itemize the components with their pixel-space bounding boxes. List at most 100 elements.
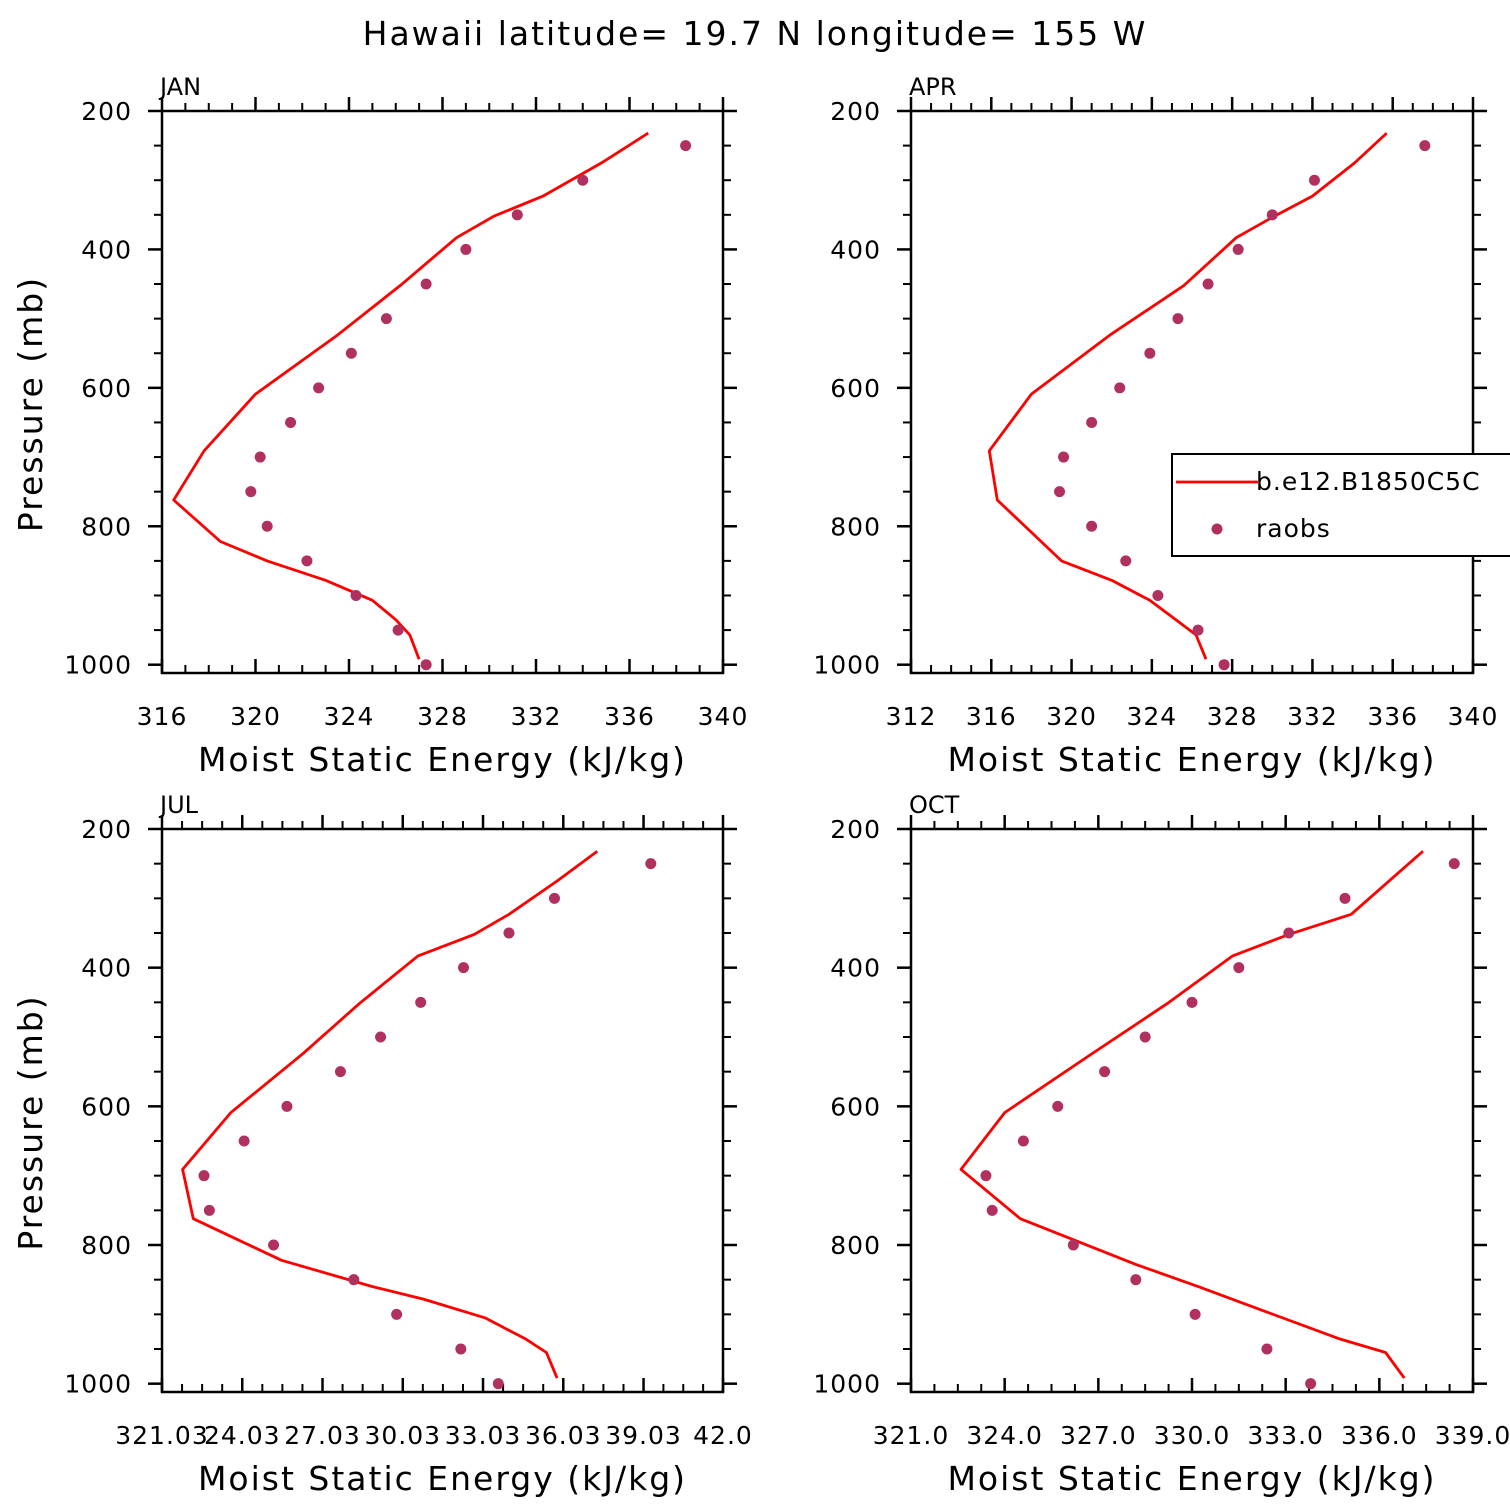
raobs-point [268, 1239, 280, 1251]
y-tick-label: 600 [830, 374, 881, 403]
raobs-point [1283, 927, 1295, 939]
y-tick-label: 400 [81, 954, 132, 983]
x-tick-label: 39.03 [605, 1421, 682, 1450]
plot-frame [160, 827, 725, 1394]
raobs-point [492, 1378, 504, 1390]
model-series-line [172, 131, 649, 660]
raobs-point [1266, 209, 1278, 221]
raobs-point [460, 243, 472, 255]
plot-data [181, 850, 657, 1390]
raobs-point [503, 927, 515, 939]
x-tick-label: 324 [324, 702, 375, 731]
y-tick-label: 600 [830, 1092, 881, 1121]
y-tick-label: 1000 [813, 651, 881, 680]
raobs-point [281, 1100, 293, 1112]
y-tick-label: 400 [81, 235, 132, 264]
x-tick-label: 320 [230, 702, 281, 731]
x-axis-label: Moist Static Energy (kJ/kg) [198, 1459, 687, 1498]
y-tick-label: 200 [830, 97, 881, 126]
model-series-line [959, 850, 1424, 1379]
raobs-point [198, 1170, 210, 1182]
raobs-point [1152, 589, 1164, 601]
x-axis-label: Moist Static Energy (kJ/kg) [947, 1459, 1436, 1498]
legend: b.e12.B1850C5C raobs [1171, 453, 1510, 557]
x-tick-label: 336.0 [1341, 1421, 1418, 1450]
raobs-point [1232, 243, 1244, 255]
x-tick-label: 33.03 [445, 1421, 522, 1450]
panel-label: JUL [158, 791, 199, 819]
x-tick-label: 27.03 [284, 1421, 361, 1450]
raobs-point [986, 1204, 998, 1216]
x-tick-label: 328 [1207, 702, 1258, 731]
x-tick-label: 332 [1287, 702, 1338, 731]
x-tick-label: 316 [966, 702, 1017, 731]
raobs-point [285, 416, 297, 428]
model-series-line [987, 132, 1388, 660]
raobs-point [548, 892, 560, 904]
raobs-point [203, 1204, 215, 1216]
x-tick-label: 312 [886, 702, 937, 731]
raobs-point [1186, 996, 1198, 1008]
raobs-point [1192, 624, 1204, 636]
y-tick-label: 800 [830, 512, 881, 541]
x-tick-label: 333.0 [1247, 1421, 1324, 1450]
raobs-point [375, 1031, 387, 1043]
plot-data [959, 850, 1460, 1390]
x-tick-label: 340 [1448, 702, 1499, 731]
x-axis-label: Moist Static Energy (kJ/kg) [947, 740, 1436, 779]
raobs-point [1130, 1274, 1142, 1286]
x-tick-label: 336 [604, 702, 655, 731]
plot-frame [909, 109, 1475, 675]
panels: 316 320 324 328 332 336 340 200 400 600 800 1000 JAN… [11, 73, 1510, 1498]
legend-box [1171, 453, 1510, 557]
raobs-point [1448, 858, 1460, 870]
y-axis-label: Pressure (mb) [11, 994, 50, 1250]
x-tick-label: 24.03 [204, 1421, 281, 1450]
raobs-point [238, 1135, 250, 1147]
raobs-point [1218, 659, 1230, 671]
raobs-point [254, 451, 266, 463]
raobs-point [680, 140, 692, 152]
x-tick-label: 316 [137, 702, 188, 731]
raobs-point [350, 589, 362, 601]
raobs-point [380, 313, 392, 325]
legend-point-swatch [1211, 523, 1223, 535]
raobs-point [1139, 1031, 1151, 1043]
raobs-point [301, 555, 313, 567]
y-tick-label: 200 [81, 97, 132, 126]
x-tick-label: 36.03 [525, 1421, 602, 1450]
raobs-point [313, 382, 325, 394]
plot-frame [160, 109, 725, 675]
raobs-point [1054, 486, 1066, 498]
raobs-point [1086, 520, 1098, 532]
raobs-point [334, 1066, 346, 1078]
raobs-point [420, 278, 432, 290]
raobs-point [1114, 382, 1126, 394]
raobs-point [980, 1170, 992, 1182]
legend-label-raobs: raobs [1256, 514, 1331, 543]
y-tick-label: 600 [81, 1092, 132, 1121]
x-tick-label: 332 [511, 702, 562, 731]
y-axis-label: Pressure (mb) [11, 276, 50, 532]
raobs-point [1419, 140, 1431, 152]
x-tick-label: 30.03 [364, 1421, 441, 1450]
panel-jan: 316 320 324 328 332 336 340 200 400 600 800 1000 JAN… [11, 73, 747, 779]
x-tick-label: 321.03 [115, 1421, 208, 1450]
x-tick-label: 324.0 [966, 1421, 1043, 1450]
raobs-point [1261, 1343, 1273, 1355]
model-series-line [181, 850, 599, 1379]
x-tick-label: 327.0 [1060, 1421, 1137, 1450]
raobs-point [420, 659, 432, 671]
y-tick-label: 400 [830, 954, 881, 983]
y-tick-label: 200 [81, 815, 132, 844]
raobs-point [1189, 1308, 1201, 1320]
plot-data [987, 132, 1431, 671]
raobs-point [1099, 1066, 1111, 1078]
y-tick-label: 400 [830, 235, 881, 264]
x-tick-label: 320 [1046, 702, 1097, 731]
raobs-point [348, 1274, 360, 1286]
raobs-point [1339, 892, 1351, 904]
y-tick-label: 1000 [813, 1370, 881, 1399]
